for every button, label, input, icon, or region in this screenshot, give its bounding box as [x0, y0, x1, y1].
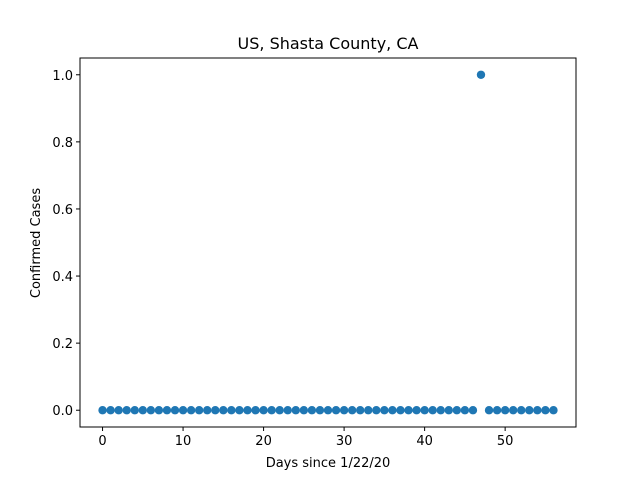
data-point [468, 406, 478, 415]
data-point [533, 406, 542, 415]
data-point [114, 406, 123, 415]
data-point [138, 406, 148, 415]
x-tick-label: 20 [255, 434, 272, 449]
data-point [283, 406, 292, 415]
data-point [460, 406, 470, 415]
data-point [476, 70, 486, 79]
data-point [331, 406, 341, 415]
plot-area: 0 10 20 30 40 50 0.0 0.2 0.4 0.6 0.8 1.0 [52, 57, 577, 449]
data-point [130, 406, 139, 415]
data-point [170, 406, 180, 415]
chart-title: US, Shasta County, CA [238, 34, 419, 53]
y-tick-label: 0.0 [52, 404, 73, 419]
data-point [436, 406, 445, 415]
x-tick-label: 30 [336, 434, 353, 449]
data-point [243, 406, 252, 415]
data-point [307, 406, 317, 415]
plot-frame [79, 57, 577, 428]
data-point [275, 406, 284, 415]
x-tick-label: 0 [98, 434, 106, 449]
data-point [146, 406, 156, 415]
data-point [315, 406, 325, 415]
y-tick-label: 0.6 [52, 203, 73, 218]
data-point [186, 406, 196, 415]
data-point [211, 406, 220, 415]
data-point [122, 406, 131, 415]
data-point [203, 406, 212, 415]
data-point [162, 406, 172, 415]
data-point [517, 406, 526, 415]
data-point [428, 406, 437, 415]
data-point [267, 406, 276, 415]
y-axis-ticks: 0.0 0.2 0.4 0.6 0.8 1.0 [52, 69, 80, 419]
y-axis-label: Confirmed Cases [29, 188, 44, 298]
y-tick-label: 0.2 [52, 337, 73, 352]
data-point [525, 406, 534, 415]
data-point [106, 406, 115, 415]
data-point [492, 406, 502, 415]
data-point [178, 406, 188, 415]
x-tick-label: 10 [175, 434, 192, 449]
data-point [154, 406, 164, 415]
data-point [259, 406, 268, 415]
data-point [420, 406, 429, 415]
y-tick-label: 1.0 [52, 69, 73, 84]
data-point [219, 406, 228, 415]
data-point [412, 406, 421, 415]
data-point [541, 406, 550, 415]
data-point [508, 406, 518, 415]
data-point [235, 406, 244, 415]
x-tick-label: 40 [416, 434, 433, 449]
y-tick-label: 0.8 [52, 136, 73, 151]
data-point [372, 406, 381, 415]
x-tick-label: 50 [497, 434, 514, 449]
data-point [388, 406, 397, 415]
data-point [380, 406, 389, 415]
data-point [323, 406, 333, 415]
data-point [444, 406, 453, 415]
x-axis-label: Days since 1/22/20 [266, 456, 391, 471]
data-point [500, 406, 510, 415]
data-point [549, 406, 558, 415]
y-tick-label: 0.4 [52, 270, 73, 285]
data-point [484, 406, 494, 415]
data-point [227, 406, 236, 415]
data-point [339, 406, 349, 415]
data-point [396, 406, 405, 415]
x-axis-ticks: 0 10 20 30 40 50 [98, 427, 513, 449]
data-point [364, 406, 373, 415]
data-point [404, 406, 413, 415]
data-point [194, 406, 204, 415]
data-points [98, 70, 558, 415]
data-point [452, 406, 462, 415]
data-point [347, 406, 357, 415]
data-point [356, 406, 365, 415]
data-point [251, 406, 260, 415]
data-point [98, 406, 107, 415]
data-point [299, 406, 309, 415]
data-point [291, 406, 300, 415]
